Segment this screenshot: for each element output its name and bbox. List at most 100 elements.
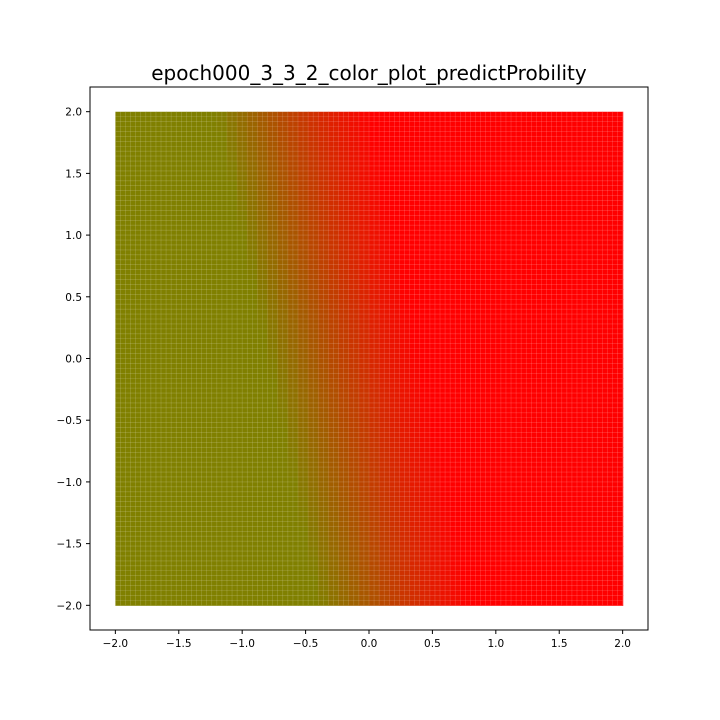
heatmap-cell — [460, 447, 472, 458]
heatmap-cell — [115, 141, 127, 152]
heatmap-cell — [389, 249, 401, 261]
heatmap-cell — [287, 319, 299, 330]
heatmap-cell — [155, 476, 167, 488]
heatmap-cell — [440, 170, 451, 182]
heatmap-cell — [186, 141, 198, 152]
heatmap-cell — [277, 319, 289, 330]
heatmap-cell — [226, 190, 238, 202]
heatmap-cell — [186, 506, 198, 518]
heatmap-cell — [379, 555, 390, 567]
heatmap-cell — [287, 240, 299, 251]
heatmap-cell — [318, 447, 330, 458]
heatmap-cell — [237, 555, 248, 567]
heatmap-cell — [308, 210, 319, 221]
heatmap-cell — [531, 447, 543, 458]
heatmap-cell — [318, 585, 330, 597]
heatmap-cell — [166, 319, 177, 330]
heatmap-cell — [521, 496, 532, 508]
heatmap-cell — [247, 161, 258, 172]
heatmap-cell — [186, 486, 198, 498]
heatmap-cell — [297, 378, 309, 389]
heatmap-cell — [166, 309, 177, 320]
heatmap-cell — [358, 565, 370, 577]
heatmap-cell — [592, 437, 603, 448]
heatmap-cell — [551, 200, 563, 212]
heatmap-cell — [348, 407, 360, 419]
heatmap-cell — [389, 546, 401, 557]
heatmap-cell — [460, 328, 472, 340]
heatmap-cell — [592, 249, 603, 261]
heatmap-cell — [602, 467, 614, 478]
heatmap-cell — [490, 388, 502, 399]
heatmap-cell — [480, 200, 492, 212]
heatmap-cell — [531, 299, 543, 310]
heatmap-cell — [531, 328, 543, 340]
heatmap-cell — [490, 210, 502, 221]
heatmap-cell — [216, 486, 228, 498]
heatmap-cell — [409, 595, 421, 606]
heatmap-cell — [389, 279, 401, 290]
heatmap-cell — [166, 141, 177, 152]
heatmap-cell — [379, 161, 390, 172]
heatmap-cell — [541, 427, 553, 439]
heatmap-cell — [145, 328, 157, 340]
heatmap-cell — [277, 161, 289, 172]
heatmap-cell — [328, 180, 340, 192]
heatmap-cell — [582, 486, 593, 498]
heatmap-cell — [500, 289, 512, 300]
x-tick-label: −1.0 — [229, 638, 255, 650]
y-tick-label: −0.5 — [57, 415, 83, 427]
heatmap-cell — [155, 585, 167, 597]
heatmap-cell — [125, 121, 137, 133]
heatmap-cell — [541, 348, 553, 360]
heatmap-cell — [115, 476, 127, 488]
heatmap-cell — [450, 467, 461, 478]
heatmap-cell — [571, 575, 583, 587]
heatmap-cell — [409, 516, 421, 527]
heatmap-cell — [176, 279, 187, 290]
heatmap-cell — [176, 437, 187, 448]
heatmap-cell — [308, 496, 319, 508]
heatmap-cell — [196, 249, 208, 261]
heatmap-cell — [511, 170, 522, 182]
heatmap-cell — [247, 269, 258, 281]
heatmap-cell — [369, 210, 380, 221]
heatmap-cell — [369, 200, 380, 212]
heatmap-cell — [369, 457, 380, 468]
heatmap-cell — [561, 447, 573, 458]
heatmap-cell — [399, 299, 411, 310]
heatmap-cell — [348, 417, 360, 429]
heatmap-cell — [267, 328, 279, 340]
heatmap-cell — [226, 378, 238, 389]
heatmap-cell — [389, 151, 401, 162]
heatmap-cell — [379, 289, 390, 300]
heatmap-cell — [277, 358, 289, 369]
heatmap-cell — [582, 447, 593, 458]
heatmap-cell — [561, 151, 573, 162]
heatmap-cell — [348, 536, 360, 547]
heatmap-cell — [409, 457, 421, 468]
heatmap-cell — [490, 407, 502, 419]
heatmap-cell — [338, 555, 350, 567]
heatmap-cell — [460, 249, 472, 261]
heatmap-cell — [490, 447, 502, 458]
heatmap-cell — [419, 476, 431, 488]
heatmap-cell — [500, 220, 512, 231]
heatmap-cell — [511, 338, 522, 350]
heatmap-cell — [226, 200, 238, 212]
heatmap-cell — [308, 269, 319, 281]
heatmap-cell — [440, 269, 451, 281]
heatmap-cell — [612, 249, 624, 261]
heatmap-cell — [419, 407, 431, 419]
heatmap-cell — [155, 457, 167, 468]
heatmap-cell — [612, 289, 624, 300]
heatmap-cell — [399, 249, 411, 261]
y-tick-label: 1.5 — [65, 168, 82, 180]
heatmap-cell — [399, 595, 411, 606]
heatmap-cell — [328, 200, 340, 212]
heatmap-cell — [592, 338, 603, 350]
heatmap-cell — [166, 151, 177, 162]
heatmap-cell — [561, 427, 573, 439]
heatmap-cell — [115, 368, 127, 379]
heatmap-cell — [297, 299, 309, 310]
